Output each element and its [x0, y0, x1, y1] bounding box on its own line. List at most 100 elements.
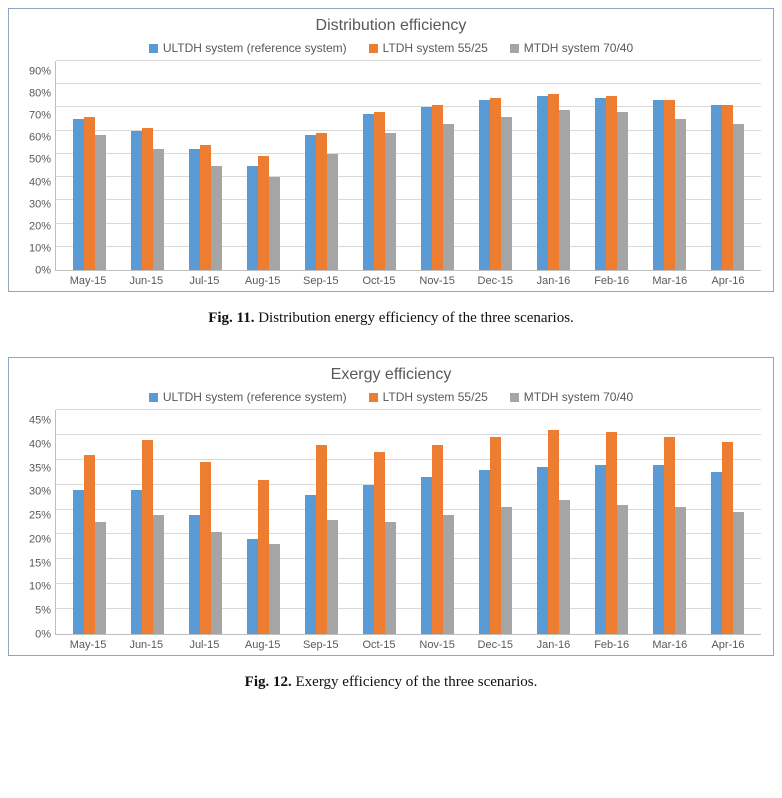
chart1-x-axis: May-15Jun-15Jul-15Aug-15Sep-15Oct-15Nov-… [55, 271, 761, 287]
ultdh-bar [653, 465, 664, 634]
mtdh-swatch-icon [510, 44, 519, 53]
bar-group [583, 410, 641, 634]
x-tick-label: Sep-15 [292, 275, 350, 287]
bar-group [176, 410, 234, 634]
x-tick-label: Oct-15 [350, 639, 408, 651]
y-tick-label: 90% [21, 67, 51, 78]
ltdh-bar [258, 480, 269, 634]
chart2-legend: ULTDH system (reference system) LTDH sys… [21, 390, 761, 404]
x-tick-label: Jul-15 [175, 275, 233, 287]
caption2-text: Exergy efficiency of the three scenarios… [292, 674, 538, 690]
legend-item-ultdh-2: ULTDH system (reference system) [149, 390, 347, 404]
mtdh-bar [675, 507, 686, 634]
ltdh-bar [548, 430, 559, 634]
x-tick-label: Apr-16 [699, 639, 757, 651]
ltdh-bar [722, 105, 733, 270]
mtdh-bar [617, 505, 628, 634]
mtdh-bar [385, 522, 396, 634]
legend-item-ltdh-2: LTDH system 55/25 [369, 390, 488, 404]
ltdh-bar [200, 462, 211, 634]
ltdh-bar [84, 455, 95, 634]
bar-group [699, 61, 757, 270]
ltdh-bar [606, 432, 617, 634]
bar-group [176, 61, 234, 270]
ultdh-bar [421, 107, 432, 270]
y-tick-label: 40% [21, 439, 51, 450]
ltdh-bar [664, 437, 675, 634]
chart1-plot [55, 61, 761, 271]
legend-label-ultdh: ULTDH system (reference system) [163, 41, 347, 55]
bar-group [408, 61, 466, 270]
ultdh-bar [595, 98, 606, 270]
ltdh-bar [200, 145, 211, 270]
bar-group [467, 410, 525, 634]
mtdh-bar [385, 133, 396, 270]
mtdh-bar [327, 520, 338, 634]
legend-label-ultdh-2: ULTDH system (reference system) [163, 390, 347, 404]
ultdh-bar [479, 470, 490, 634]
ltdh-bar [606, 96, 617, 270]
y-tick-label: 25% [21, 511, 51, 522]
ultdh-bar [421, 477, 432, 634]
x-tick-label: Sep-15 [292, 639, 350, 651]
bar-group [292, 410, 350, 634]
figure-11-caption: Fig. 11. Distribution energy efficiency … [8, 310, 774, 327]
ultdh-bar [537, 467, 548, 634]
bar-group [118, 410, 176, 634]
y-tick-label: 60% [21, 133, 51, 144]
x-tick-label: Dec-15 [466, 275, 524, 287]
ultdh-bar [711, 472, 722, 634]
ltdh-bar [548, 94, 559, 270]
exergy-efficiency-chart: Exergy efficiency ULTDH system (referenc… [8, 357, 774, 656]
ltdh-bar [374, 452, 385, 634]
x-tick-label: Feb-16 [583, 275, 641, 287]
ltdh-bar [374, 112, 385, 270]
y-tick-label: 10% [21, 582, 51, 593]
ltdh-bar [432, 105, 443, 270]
y-tick-label: 20% [21, 221, 51, 232]
ultdh-swatch-icon [149, 44, 158, 53]
x-tick-label: Oct-15 [350, 275, 408, 287]
mtdh-bar [153, 149, 164, 270]
mtdh-bar [211, 532, 222, 634]
mtdh-swatch-icon [510, 393, 519, 402]
ultdh-bar [537, 96, 548, 270]
ultdh-bar [247, 539, 258, 634]
legend-label-mtdh: MTDH system 70/40 [524, 41, 633, 55]
mtdh-bar [617, 112, 628, 270]
ultdh-bar [479, 100, 490, 270]
ltdh-bar [258, 156, 269, 270]
distribution-efficiency-chart: Distribution efficiency ULTDH system (re… [8, 8, 774, 292]
bar-group [641, 410, 699, 634]
mtdh-bar [327, 154, 338, 270]
ultdh-swatch-icon [149, 393, 158, 402]
legend-label-mtdh-2: MTDH system 70/40 [524, 390, 633, 404]
legend-item-ltdh: LTDH system 55/25 [369, 41, 488, 55]
ltdh-bar [490, 98, 501, 270]
chart2-x-axis: May-15Jun-15Jul-15Aug-15Sep-15Oct-15Nov-… [55, 635, 761, 651]
mtdh-bar [733, 124, 744, 270]
ltdh-bar [664, 100, 675, 270]
legend-item-ultdh: ULTDH system (reference system) [149, 41, 347, 55]
ltdh-bar [142, 440, 153, 634]
ltdh-swatch-icon [369, 44, 378, 53]
x-tick-label: Jul-15 [175, 639, 233, 651]
mtdh-bar [211, 166, 222, 271]
y-tick-label: 80% [21, 89, 51, 100]
x-tick-label: Aug-15 [234, 275, 292, 287]
y-tick-label: 30% [21, 487, 51, 498]
ltdh-bar [316, 445, 327, 634]
ultdh-bar [73, 490, 84, 634]
legend-label-ltdh: LTDH system 55/25 [383, 41, 488, 55]
ultdh-bar [247, 166, 258, 271]
y-tick-label: 45% [21, 416, 51, 427]
chart2-plot-area: 0%5%10%15%20%25%30%35%40%45% [21, 410, 761, 635]
ultdh-bar [73, 119, 84, 270]
bar-group [234, 61, 292, 270]
x-tick-label: Nov-15 [408, 275, 466, 287]
bar-group [525, 410, 583, 634]
bar-group [467, 61, 525, 270]
ultdh-bar [363, 485, 374, 634]
caption2-label: Fig. 12. [245, 674, 292, 690]
bar-group [641, 61, 699, 270]
